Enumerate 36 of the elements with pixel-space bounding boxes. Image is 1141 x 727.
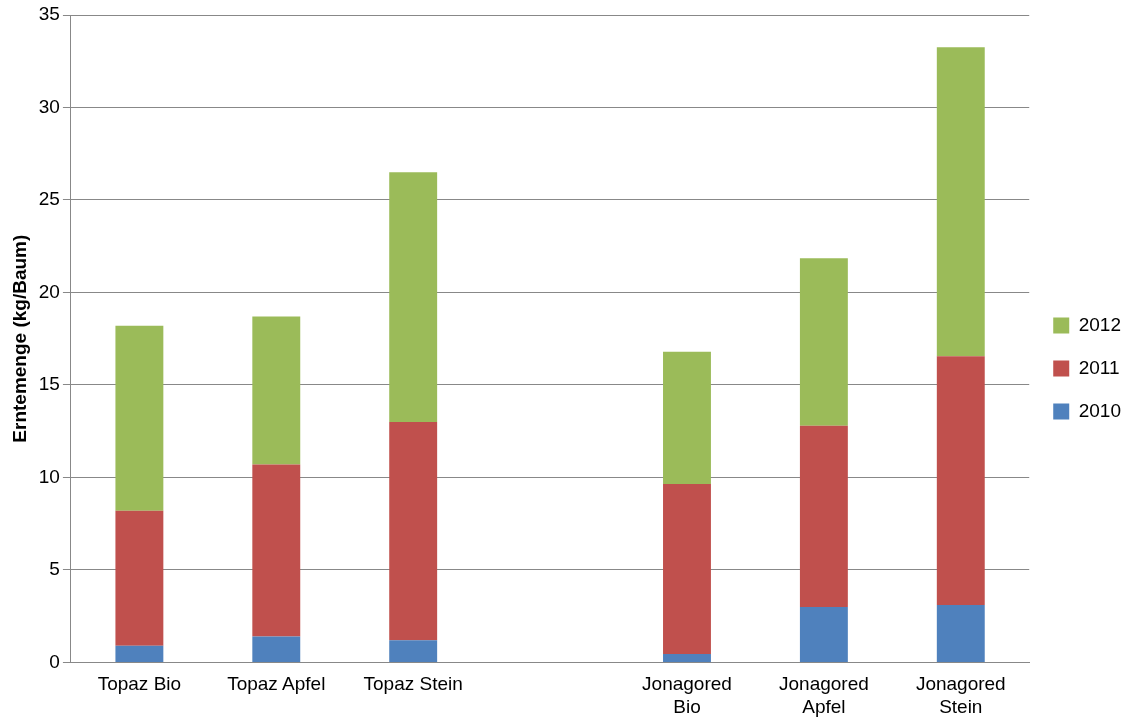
y-tick-label: 20 — [38, 280, 60, 302]
y-tick-label: 0 — [49, 650, 60, 672]
bar — [389, 172, 438, 422]
x-tick-label: Topaz Apfel — [227, 673, 326, 695]
x-tick-label: Jonagored Apfel — [778, 673, 869, 717]
y-tick-label: 15 — [38, 373, 60, 395]
legend-label: 2011 — [1078, 356, 1120, 378]
bar — [389, 421, 438, 641]
bar — [936, 356, 985, 606]
legend-label: 2010 — [1078, 399, 1122, 421]
bar — [799, 606, 848, 662]
y-tick-label: 10 — [38, 465, 60, 487]
y-tick-label: 30 — [38, 95, 60, 117]
y-axis-title: Erntemenge (kg/Baum) — [8, 234, 30, 443]
bar — [663, 654, 711, 662]
legend-label: 2012 — [1078, 313, 1122, 335]
x-tick-label: Jonagored Stein — [915, 673, 1006, 717]
y-tick-label: 35 — [38, 3, 60, 25]
x-tick-label: Jonagored Bio — [642, 673, 732, 717]
bar — [663, 351, 711, 484]
x-tick-label: Topaz Bio — [97, 673, 182, 695]
bar — [936, 605, 985, 662]
bar — [799, 258, 848, 426]
bar — [252, 636, 301, 662]
bar — [663, 483, 711, 655]
x-tick-label: Topaz Stein — [363, 673, 463, 695]
y-tick-label: 5 — [49, 558, 60, 580]
bar — [115, 510, 164, 646]
bar — [936, 47, 985, 357]
y-tick-label: 25 — [38, 188, 60, 210]
bar — [115, 645, 164, 662]
bar — [389, 640, 438, 662]
bar — [115, 325, 164, 511]
bar — [799, 425, 848, 607]
bar — [252, 316, 301, 465]
bar — [252, 464, 301, 637]
